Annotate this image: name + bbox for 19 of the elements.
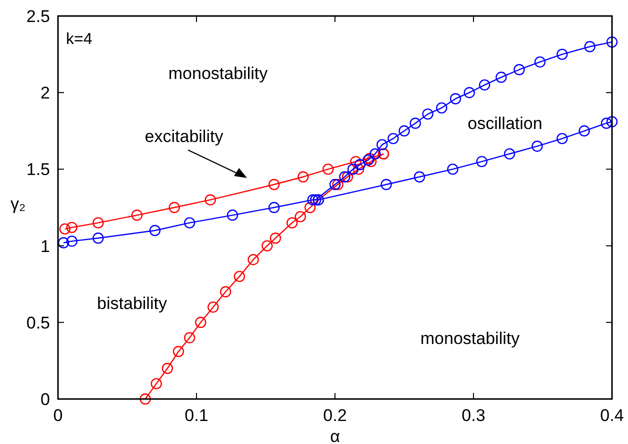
- x-tick-label: 0.2: [323, 406, 347, 425]
- y-tick-label: 1: [40, 236, 50, 256]
- annotation: monostability: [168, 64, 268, 83]
- annotation: k=4: [66, 31, 92, 48]
- y-tick-label: 2: [40, 84, 50, 103]
- y-axis-title: γ₂: [10, 194, 26, 214]
- x-axis-title: α: [330, 427, 340, 444]
- annotation: excitability: [144, 127, 224, 146]
- y-tick-label: 2.5: [26, 7, 50, 26]
- annotation: bistability: [97, 294, 168, 313]
- x-tick-label: 0.4: [600, 406, 624, 425]
- y-tick-label: 0.5: [26, 313, 50, 332]
- annotation: oscillation: [468, 114, 542, 133]
- x-tick-label: 0.1: [184, 406, 208, 425]
- annotation: monostability: [420, 329, 520, 348]
- x-tick-label: 0: [53, 406, 63, 425]
- y-tick-label: 0: [40, 390, 50, 409]
- y-tick-label: 1.5: [26, 160, 50, 180]
- x-tick-label: 0.3: [462, 406, 486, 425]
